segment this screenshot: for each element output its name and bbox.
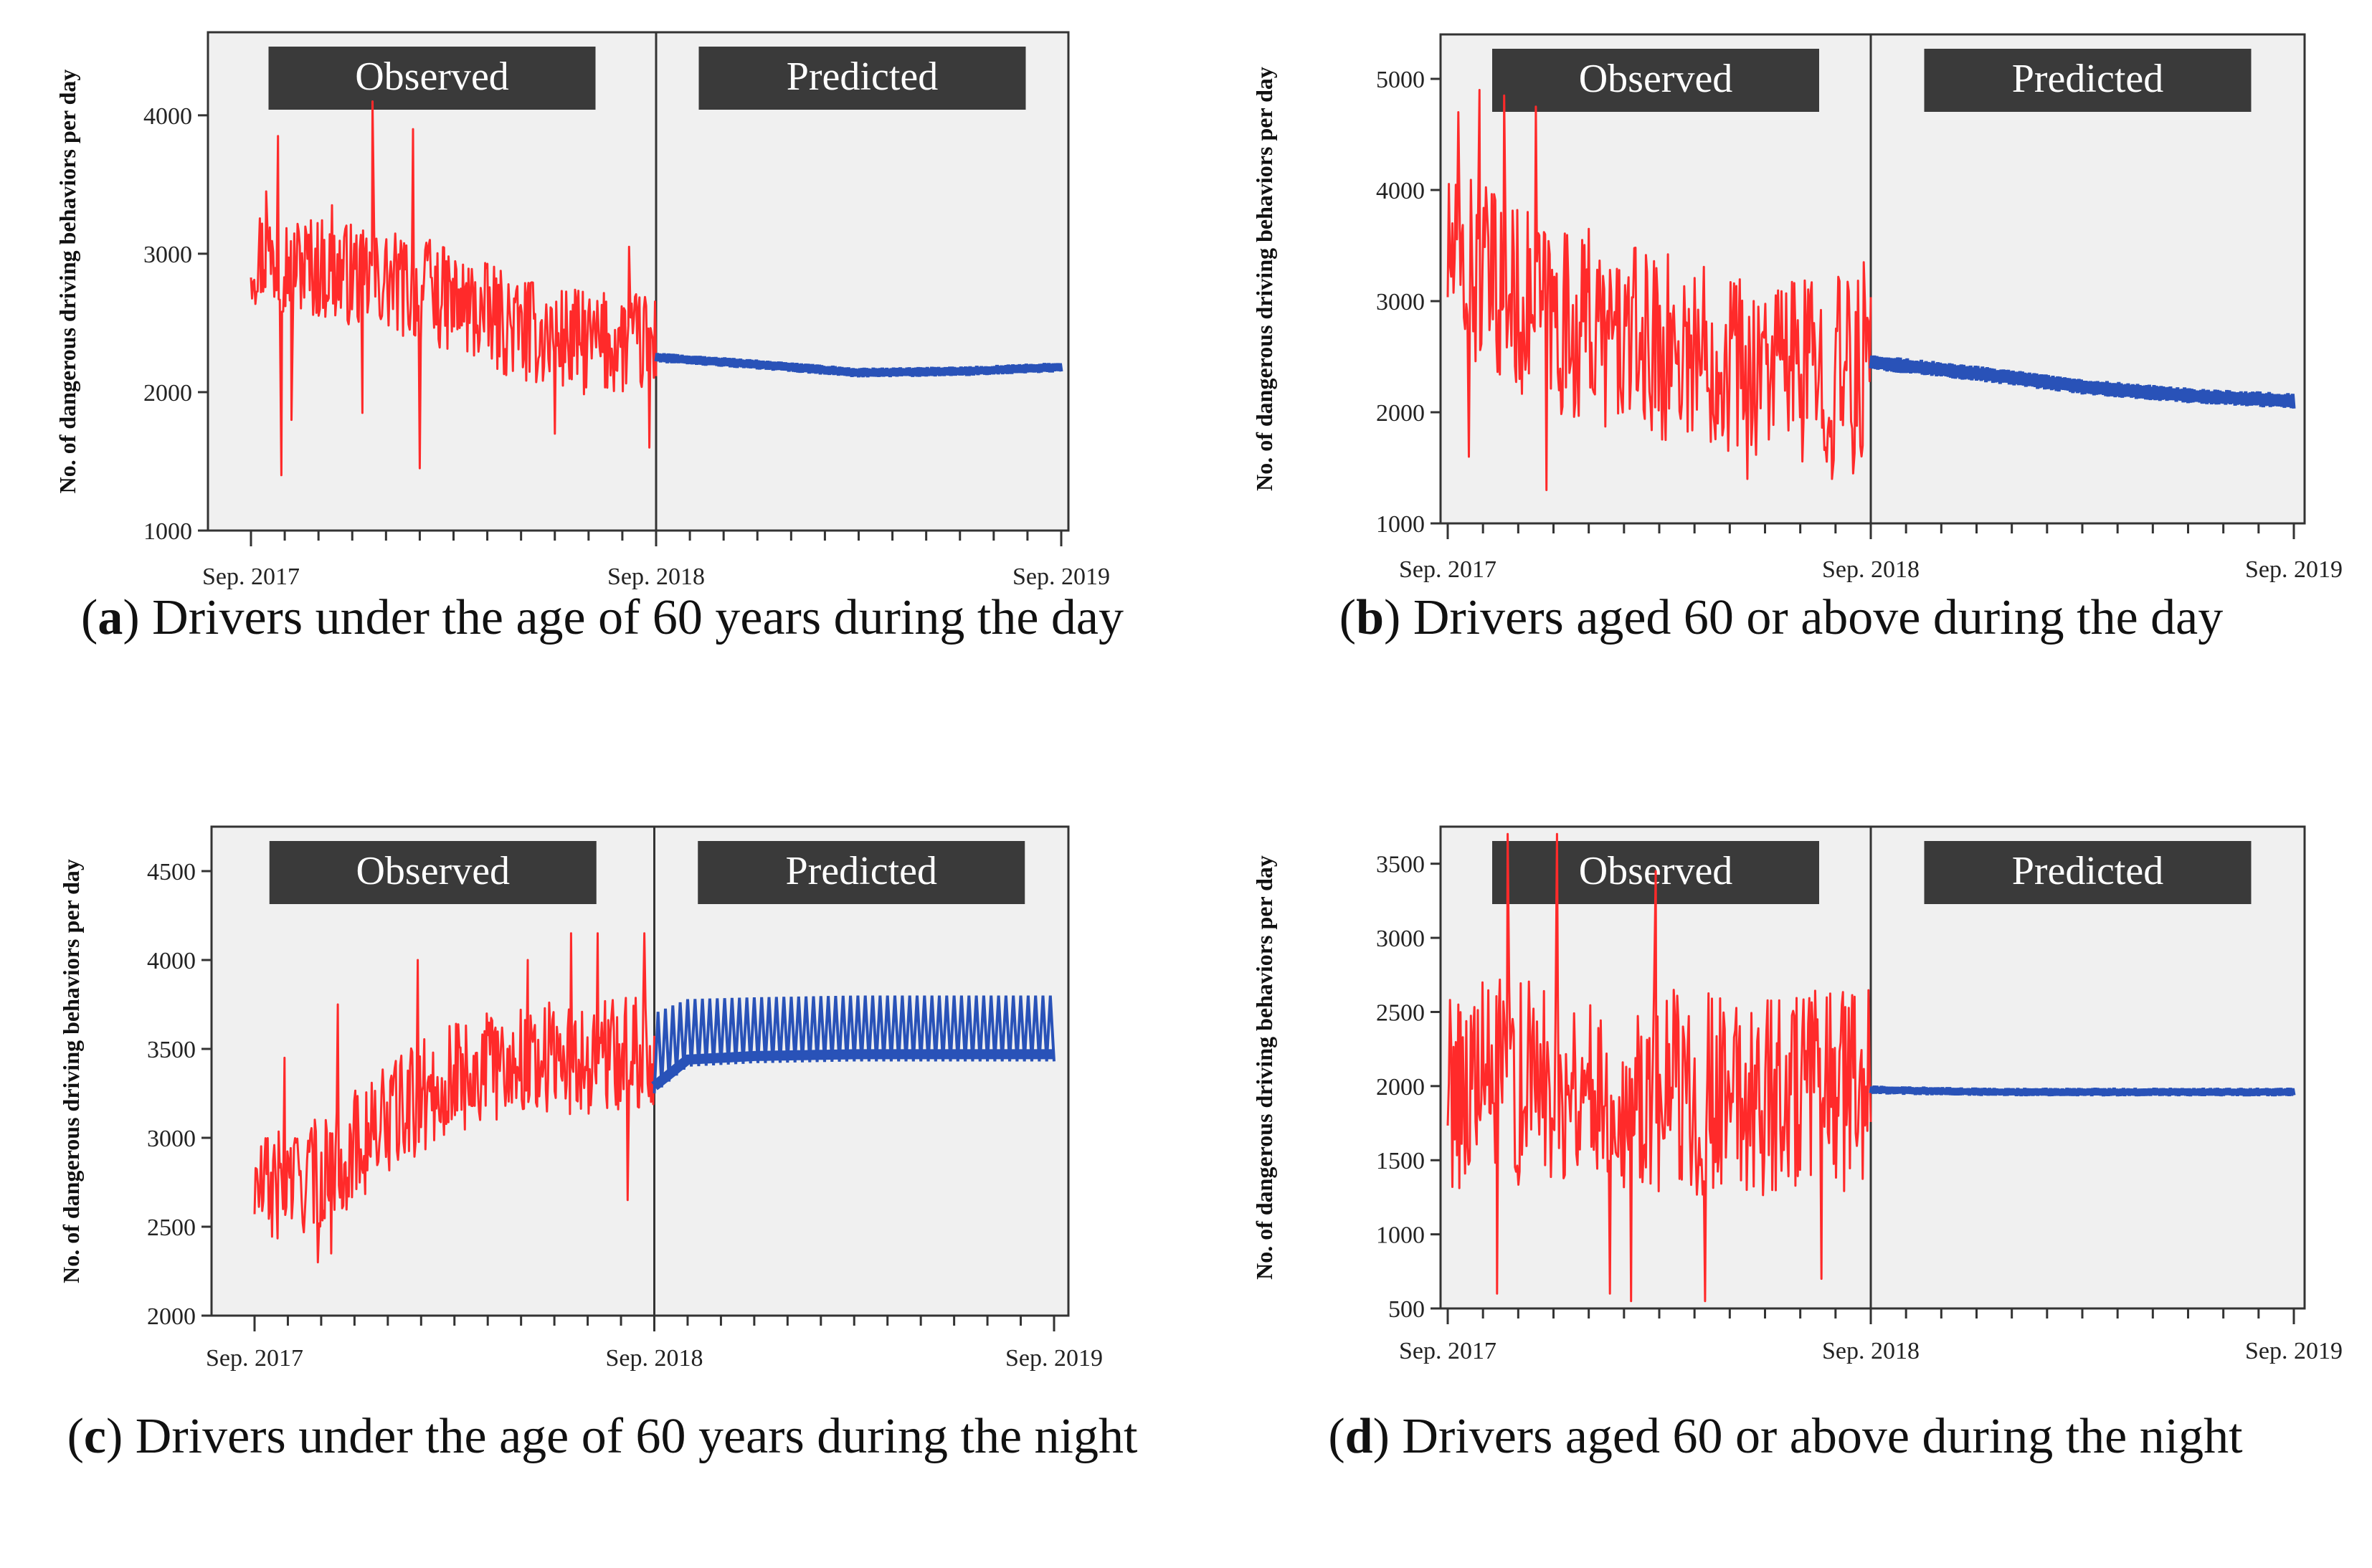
series-observed <box>1446 832 1872 1303</box>
panel-c: Observed Predicted 2000 2500 3000 3500 4000 450… <box>0 792 1186 1394</box>
caption-d-text: Drivers aged 60 or above during the nigh… <box>1402 1409 2243 1464</box>
y-tick-label: 3000 <box>147 1126 196 1152</box>
x-tick-label: Sep. 2018 <box>1822 556 1920 583</box>
x-tick-label: Sep. 2019 <box>1012 564 1110 590</box>
region-box <box>1492 49 1819 112</box>
region-text: Predicted <box>2012 57 2163 101</box>
chart-a: Observed Predicted 1000 2000 3000 4000 Sep. 20… <box>54 31 1110 590</box>
region-box <box>269 841 597 904</box>
region-text: Predicted <box>2012 849 2163 893</box>
region-label-predicted: Predicted <box>1924 49 2252 112</box>
y-tick-label: 1000 <box>1376 1222 1425 1249</box>
caption-b-letter: b <box>1356 590 1385 645</box>
y-tick-label: 500 <box>1388 1296 1425 1323</box>
y-axis-title: No. of dangerous driving behaviors per d… <box>1251 855 1277 1280</box>
x-tick-label: Sep. 2018 <box>1822 1338 1920 1364</box>
region-box <box>1924 841 2252 904</box>
y-tick-label: 1000 <box>143 518 192 545</box>
series-observed <box>253 932 655 1264</box>
y-tick-label: 2000 <box>147 1303 196 1330</box>
region-box <box>698 47 1026 110</box>
region-text: Predicted <box>787 54 938 99</box>
y-tick-label: 3000 <box>1376 289 1425 315</box>
chart-c: Observed Predicted 2000 2500 3000 3500 4000 450… <box>58 825 1103 1372</box>
region-label-observed: Observed <box>268 47 596 110</box>
y-tick-label: 2000 <box>143 380 192 407</box>
y-tick-label: 3500 <box>1376 852 1425 878</box>
x-tick-label: Sep. 2019 <box>1005 1345 1103 1372</box>
region-box <box>698 841 1025 904</box>
y-tick-label: 5000 <box>1376 67 1425 93</box>
region-text: Observed <box>355 54 509 99</box>
series-predicted <box>654 353 1063 378</box>
region-text: Observed <box>356 849 510 893</box>
caption-b-text: Drivers aged 60 or above during the day <box>1413 590 2224 645</box>
y-tick-label: 3000 <box>1376 926 1425 952</box>
region-box <box>268 47 596 110</box>
y-tick-label: 4000 <box>143 103 192 130</box>
y-tick-label: 2500 <box>147 1215 196 1241</box>
caption-d-letter: d <box>1344 1409 1373 1464</box>
caption-a-text: Drivers under the age of 60 years during… <box>152 590 1124 645</box>
region-label-predicted: Predicted <box>698 841 1025 904</box>
x-tick-label: Sep. 2017 <box>202 564 300 590</box>
x-tick-label: Sep. 2017 <box>206 1345 303 1372</box>
region-label-predicted: Predicted <box>698 47 1026 110</box>
chart-d: Observed Predicted50010001500200025003000… <box>1251 825 2343 1364</box>
series-predicted <box>1869 1085 2296 1097</box>
y-tick-label: 1000 <box>1376 511 1425 538</box>
caption-d: (d) Drivers aged 60 or above during the … <box>1328 1409 2243 1464</box>
x-tick-label: Sep. 2019 <box>2245 1338 2343 1364</box>
x-tick-label: Sep. 2018 <box>606 1345 703 1372</box>
plot-area <box>1439 825 2306 1310</box>
y-tick-label: 2000 <box>1376 400 1425 427</box>
region-label-observed: Observed <box>1492 49 1819 112</box>
region-box <box>1924 49 2252 112</box>
x-tick-label: Sep. 2019 <box>2245 556 2343 583</box>
region-text: Predicted <box>786 849 937 893</box>
region-label-observed: Observed <box>269 841 597 904</box>
x-tick-label: Sep. 2018 <box>607 564 705 590</box>
x-tick-label: Sep. 2017 <box>1399 1338 1496 1364</box>
panel-a: Observed Predicted 1000 2000 3000 4000 Sep. 20… <box>0 0 1186 602</box>
panel-d: Observed Predicted 500 1000 1500 2000 2500 3000… <box>1186 792 2372 1394</box>
y-tick-label: 4000 <box>1376 178 1425 204</box>
y-axis-title: No. of dangerous driving behaviors per d… <box>58 859 84 1283</box>
region-label-predicted: Predicted <box>1924 841 2252 904</box>
y-tick-label: 3500 <box>147 1037 196 1063</box>
y-axis-title: No. of dangerous driving behaviors per d… <box>54 70 80 494</box>
y-axis-title: No. of dangerous driving behaviors per d… <box>1251 67 1277 491</box>
caption-c-text: Drivers under the age of 60 years during… <box>135 1409 1138 1464</box>
region-text: Observed <box>1579 57 1733 101</box>
y-tick-label: 1500 <box>1376 1148 1425 1174</box>
caption-c: (c) Drivers under the age of 60 years du… <box>67 1409 1138 1464</box>
x-tick-label: Sep. 2017 <box>1399 556 1496 583</box>
series-predicted <box>1869 355 2296 409</box>
y-tick-label: 2000 <box>1376 1074 1425 1101</box>
caption-c-letter: c <box>83 1409 106 1464</box>
y-tick-label: 4000 <box>147 948 196 974</box>
series-predicted <box>653 995 1055 1094</box>
chart-b: Observed Predicted 1000 2000 3000 4000 5000 Sep… <box>1251 33 2343 583</box>
series-predicted-base <box>651 1049 1054 1091</box>
caption-b: (b) Drivers aged 60 or above during the … <box>1339 590 2224 645</box>
y-tick-label: 2500 <box>1376 999 1425 1026</box>
series-observed <box>250 100 658 477</box>
panel-b: Observed Predicted 1000 2000 3000 4000 5000 Sep… <box>1186 0 2372 602</box>
series-observed <box>1446 89 1872 491</box>
caption-a: (a) Drivers under the age of 60 years du… <box>81 590 1124 645</box>
caption-a-letter: a <box>98 590 123 645</box>
y-tick-label: 4500 <box>147 859 196 885</box>
y-tick-label: 3000 <box>143 242 192 268</box>
